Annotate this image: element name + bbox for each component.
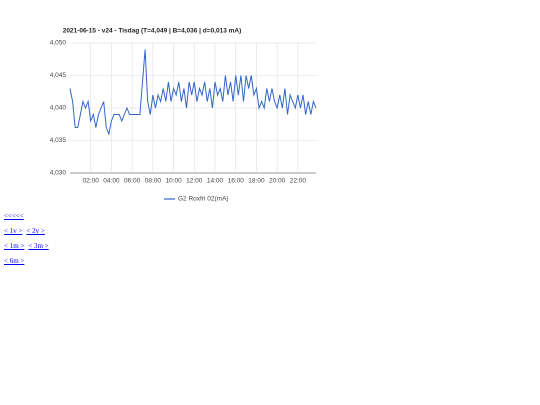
nav-link[interactable]: < 6m > — [4, 257, 25, 265]
nav-link[interactable]: < 1v > — [4, 227, 23, 235]
x-tick-label: 22:00 — [290, 178, 307, 185]
x-tick-label: 16:00 — [228, 178, 245, 185]
nav-link[interactable]: < 3m > — [28, 242, 49, 250]
x-tick-label: 18:00 — [248, 178, 265, 185]
series-line — [69, 49, 317, 136]
chart: 2021-06-15 - v24 - Tisdag (T=4,049 | B=4… — [50, 28, 317, 203]
x-tick-label: 08:00 — [145, 178, 162, 185]
nav-link[interactable]: <<<<< — [4, 212, 24, 220]
x-tick-label: 14:00 — [207, 178, 224, 185]
y-tick-label: 4,050 — [50, 40, 67, 47]
link-row: < 1m > < 3m > — [4, 242, 53, 257]
y-tick-label: 4,040 — [50, 105, 67, 112]
x-tick-label: 10:00 — [165, 178, 182, 185]
x-tick-label: 20:00 — [269, 178, 286, 185]
nav-link[interactable]: < 2v > — [26, 227, 45, 235]
y-tick-label: 4,035 — [50, 137, 67, 144]
chart-title: 2021-06-15 - v24 - Tisdag (T=4,049 | B=4… — [63, 28, 242, 35]
x-tick-label: 02:00 — [83, 178, 100, 185]
x-tick-label: 12:00 — [186, 178, 203, 185]
link-row: < 6m > — [4, 257, 53, 272]
x-tick-label: 04:00 — [103, 178, 120, 185]
legend-label: G2 Roxfri 02(mA) — [178, 196, 229, 203]
y-tick-label: 4,045 — [50, 72, 67, 79]
nav-link[interactable]: < 1m > — [4, 242, 25, 250]
link-row: < 1v > < 2v > — [4, 227, 53, 242]
x-tick-label: 06:00 — [124, 178, 141, 185]
nav-links: <<<<< < 1v > < 2v > < 1m > < 3m > < 6m > — [4, 212, 53, 272]
link-row: <<<<< — [4, 212, 53, 227]
y-tick-label: 4,030 — [50, 170, 67, 177]
